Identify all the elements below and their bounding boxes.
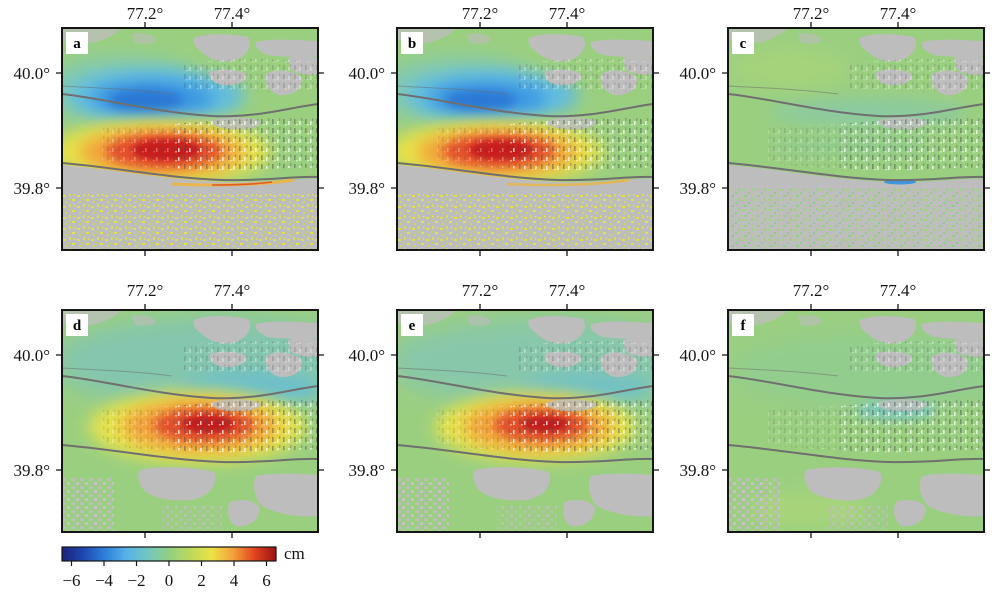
panel-label-box: [732, 32, 754, 54]
longitude-tick-label: 77.4°: [549, 4, 586, 23]
panel-letter: a: [73, 36, 81, 52]
deformation-map: [728, 28, 984, 250]
scattered-pixels: [397, 194, 653, 250]
colorbar-unit: cm: [284, 544, 305, 563]
longitude-tick-label: 77.4°: [880, 4, 917, 23]
longitude-tick-label: 77.4°: [549, 281, 586, 300]
panel-letter: c: [740, 36, 747, 52]
colorbar-tick-label: 4: [230, 571, 239, 590]
longitude-tick-label: 77.2°: [462, 4, 499, 23]
scattered-pixels: [728, 188, 984, 250]
scattered-pixels: [62, 194, 318, 250]
near-fault-signal: [506, 178, 630, 187]
longitude-tick-label: 77.2°: [793, 281, 830, 300]
panel-d: d 77.2° 77.4° 40.0° 39.8°: [13, 281, 325, 539]
longitude-tick-label: 77.2°: [127, 4, 164, 23]
panel-frame: [396, 309, 654, 533]
longitude-tick-label: 77.2°: [127, 281, 164, 300]
panel-label-box: [66, 32, 88, 54]
deformation-map: [62, 310, 318, 532]
panel-frame: [727, 309, 985, 533]
panel-letter: f: [741, 318, 747, 334]
latitude-tick-label: 39.8°: [348, 179, 385, 198]
colorbar-ramp: [61, 546, 277, 562]
latitude-tick-label: 39.8°: [13, 179, 50, 198]
panel-label-box: [66, 314, 88, 336]
panel-f: f 77.2° 77.4° 40.0° 39.8°: [679, 281, 991, 539]
panel-frame: [727, 27, 985, 251]
panel-frame: [61, 27, 319, 251]
panel-letter: d: [73, 318, 82, 334]
near-fault-signal-core: [211, 181, 273, 186]
latitude-tick-label: 40.0°: [679, 64, 716, 83]
latitude-tick-label: 39.8°: [679, 461, 716, 480]
longitude-tick-label: 77.4°: [214, 281, 251, 300]
panel-frame: [61, 309, 319, 533]
deformation-map: [728, 310, 984, 532]
colorbar-tick-label: 2: [197, 571, 206, 590]
panel-label-box: [401, 32, 423, 54]
latitude-tick-label: 39.8°: [13, 461, 50, 480]
longitude-tick-label: 77.2°: [793, 4, 830, 23]
latitude-tick-label: 39.8°: [679, 179, 716, 198]
latitude-tick-label: 40.0°: [679, 346, 716, 365]
panel-letter: b: [408, 36, 416, 52]
panel-frame: [396, 27, 654, 251]
colorbar-ticks: [70, 561, 268, 566]
panel-c: c 77.2° 77.4° 40.0° 39.8°: [679, 4, 991, 257]
colorbar: −6 −4 −2 0 2 4 6 cm: [61, 544, 305, 590]
panel-label-box: [401, 314, 423, 336]
panel-letter: e: [409, 318, 416, 334]
colorbar-tick-label: −6: [62, 571, 80, 590]
longitude-tick-label: 77.2°: [462, 281, 499, 300]
deformation-map: [397, 28, 653, 250]
latitude-tick-label: 40.0°: [348, 346, 385, 365]
colorbar-tick-label: 6: [262, 571, 271, 590]
panel-e: e 77.2° 77.4° 40.0° 39.8°: [348, 281, 660, 539]
longitude-tick-label: 77.4°: [214, 4, 251, 23]
deformation-map: [397, 310, 653, 532]
colorbar-tick-label: 0: [165, 571, 174, 590]
latitude-tick-label: 39.8°: [348, 461, 385, 480]
latitude-tick-label: 40.0°: [13, 346, 50, 365]
colorbar-tick-label: −4: [95, 571, 114, 590]
longitude-tick-label: 77.4°: [880, 281, 917, 300]
panel-a: a 77.2° 77.4° 40.0° 39.8°: [13, 4, 325, 257]
panel-b: b 77.2° 77.4° 40.0° 39.8°: [348, 4, 660, 257]
deformation-map: [62, 28, 318, 250]
latitude-tick-label: 40.0°: [13, 64, 50, 83]
panel-label-box: [732, 314, 754, 336]
colorbar-tick-label: −2: [127, 571, 145, 590]
latitude-tick-label: 40.0°: [348, 64, 385, 83]
